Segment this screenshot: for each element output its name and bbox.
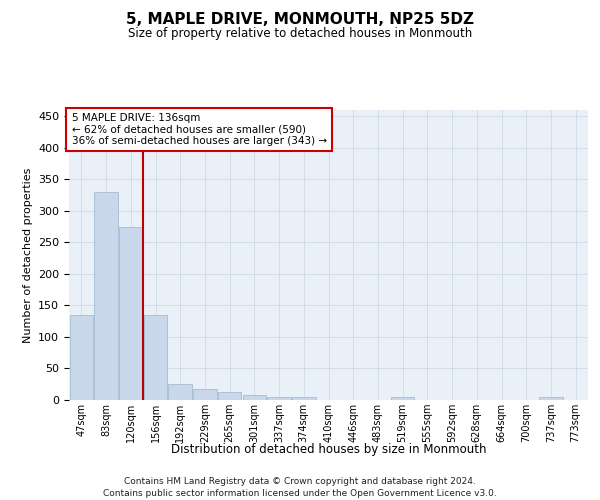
Bar: [242, 395, 266, 400]
Bar: [119, 226, 143, 400]
Bar: [268, 397, 291, 400]
Bar: [144, 315, 167, 400]
Bar: [292, 398, 316, 400]
Bar: [193, 388, 217, 400]
Bar: [70, 315, 93, 400]
Bar: [169, 384, 192, 400]
Text: Contains public sector information licensed under the Open Government Licence v3: Contains public sector information licen…: [103, 489, 497, 498]
Text: Contains HM Land Registry data © Crown copyright and database right 2024.: Contains HM Land Registry data © Crown c…: [124, 478, 476, 486]
Text: 5 MAPLE DRIVE: 136sqm
← 62% of detached houses are smaller (590)
36% of semi-det: 5 MAPLE DRIVE: 136sqm ← 62% of detached …: [71, 113, 327, 146]
Y-axis label: Number of detached properties: Number of detached properties: [23, 168, 32, 342]
Bar: [539, 397, 563, 400]
Bar: [218, 392, 241, 400]
Bar: [391, 397, 415, 400]
Text: 5, MAPLE DRIVE, MONMOUTH, NP25 5DZ: 5, MAPLE DRIVE, MONMOUTH, NP25 5DZ: [126, 12, 474, 28]
Text: Size of property relative to detached houses in Monmouth: Size of property relative to detached ho…: [128, 28, 472, 40]
Bar: [94, 192, 118, 400]
Text: Distribution of detached houses by size in Monmouth: Distribution of detached houses by size …: [171, 442, 487, 456]
